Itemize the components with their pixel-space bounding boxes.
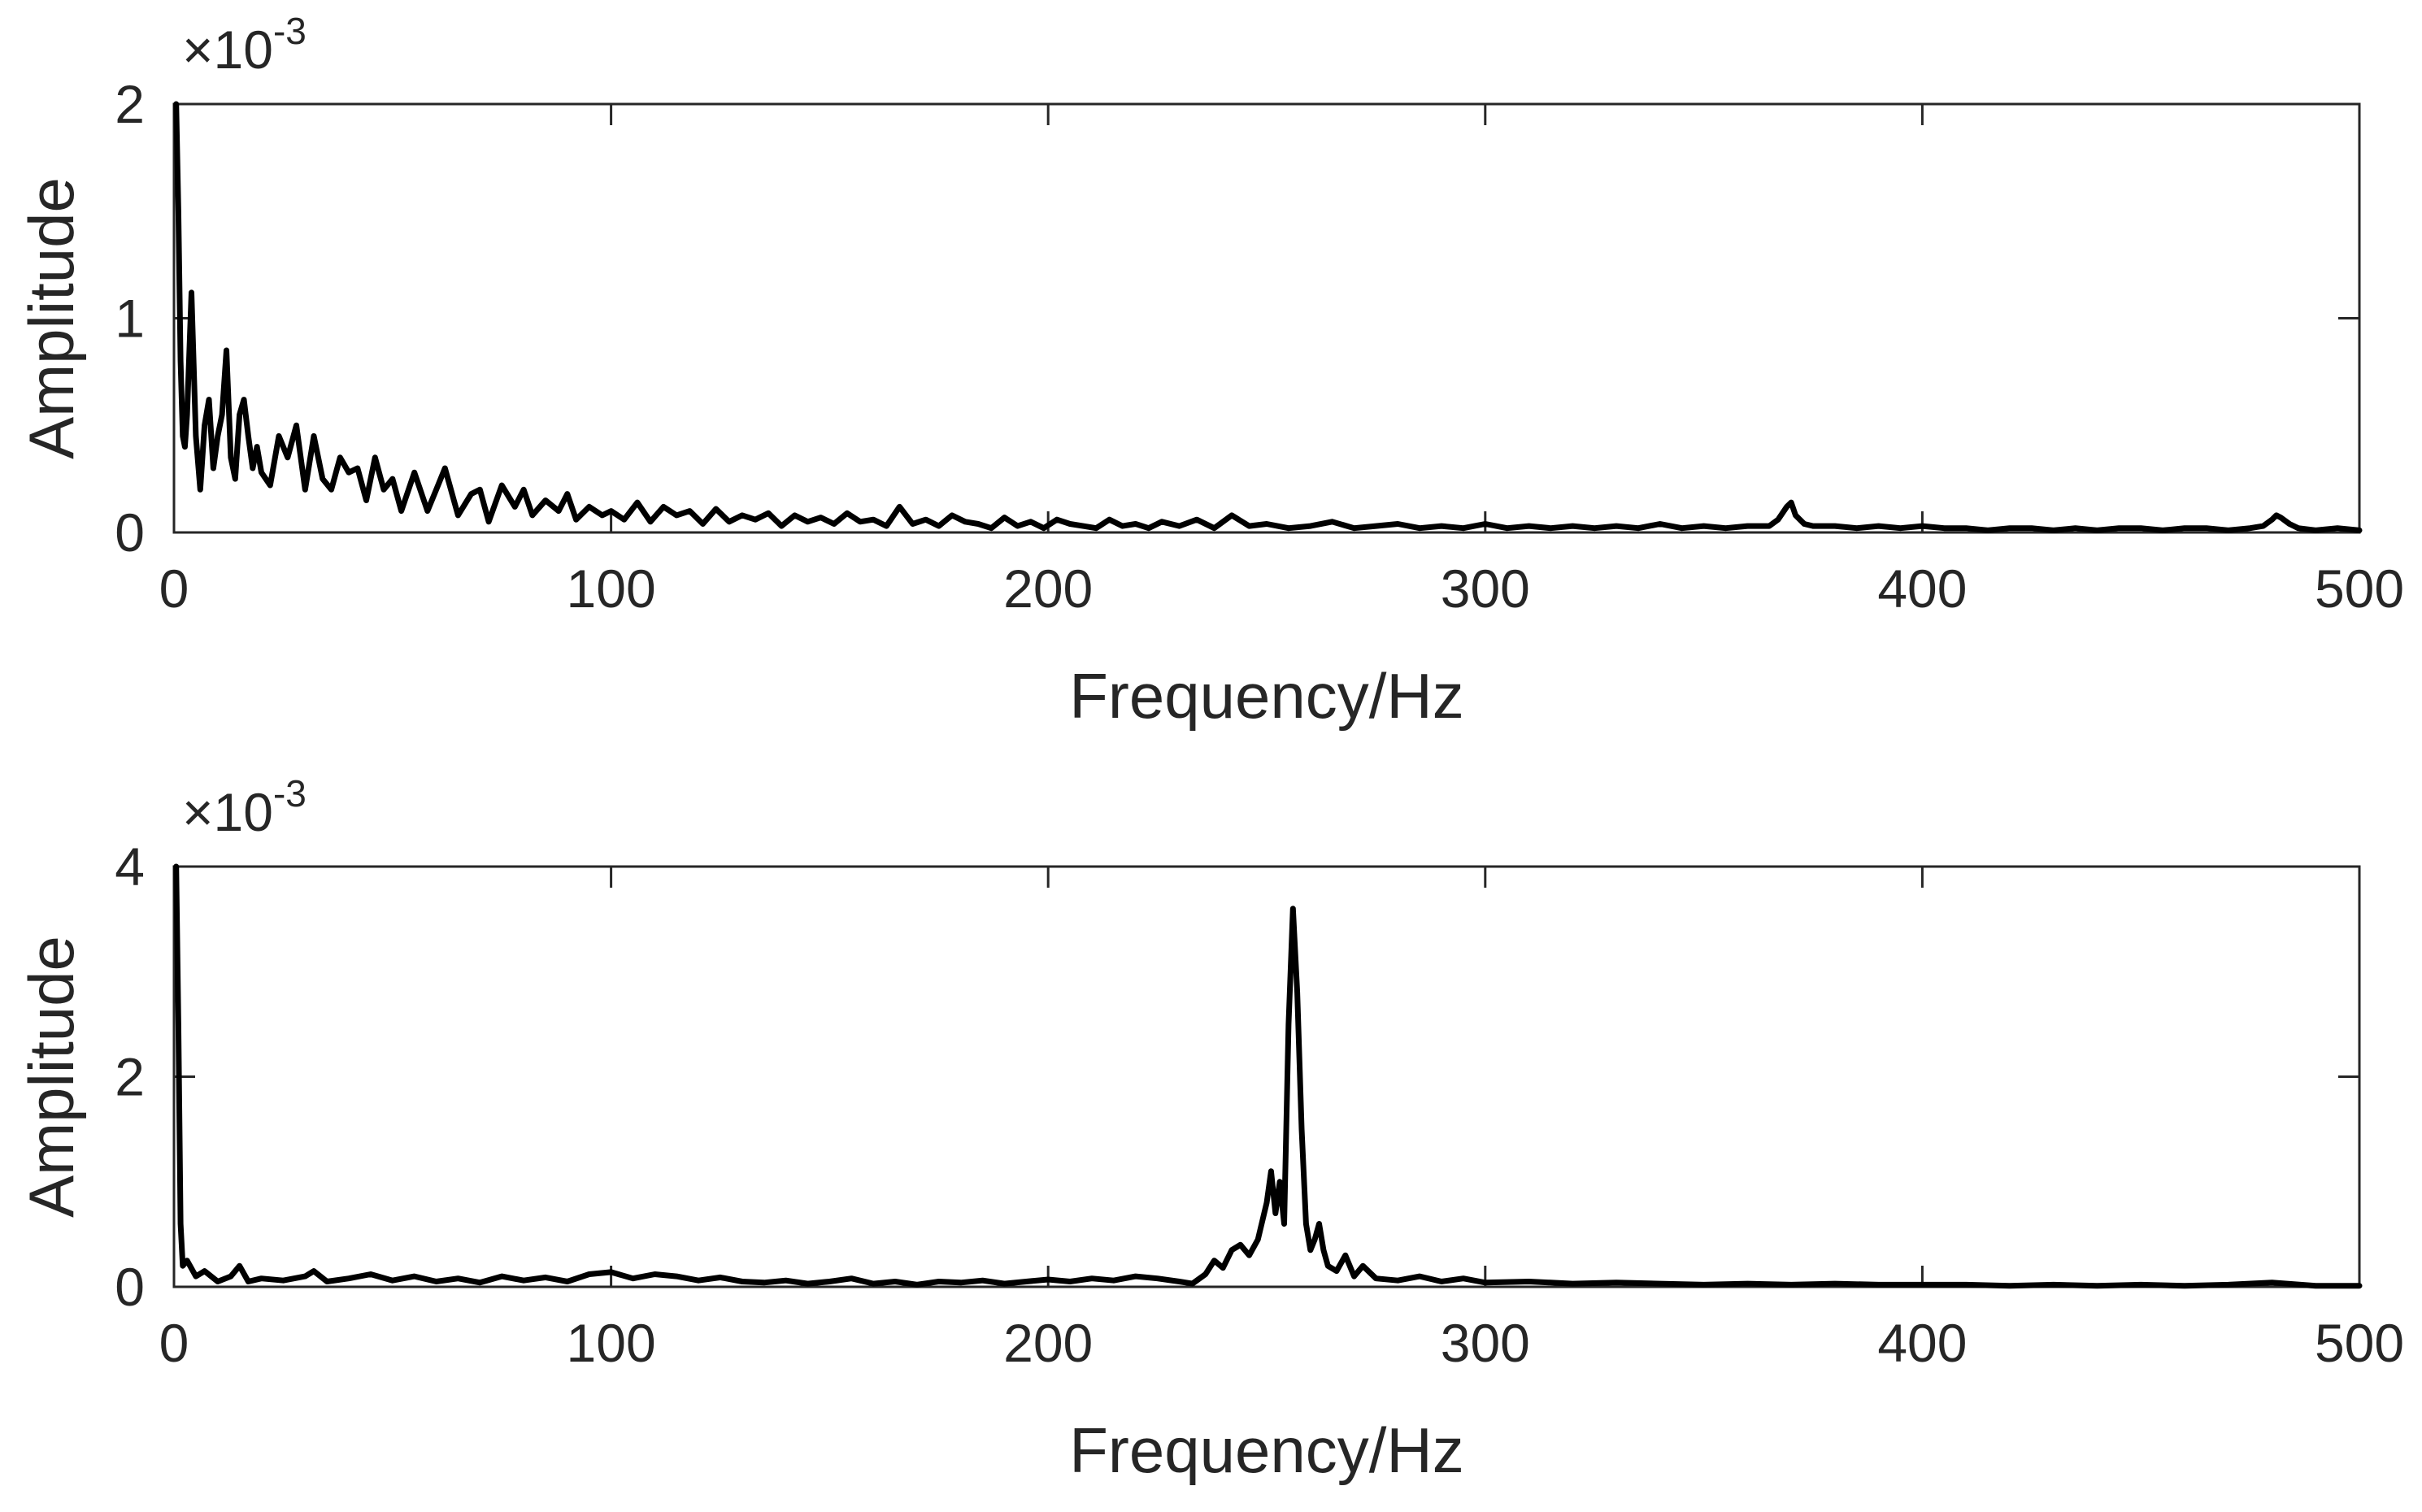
bottom-spectrum-panel: 0 100 200 300 400 500 0 2 4 ×10-3 Frequency/Hz Ampl… (15, 772, 2404, 1486)
x-tick-label: 200 (1003, 1313, 1093, 1373)
y-tick-label: 0 (115, 1257, 145, 1317)
y-axis-label: Amplitude (15, 936, 87, 1218)
y-tick-label: 2 (115, 74, 145, 134)
x-tick-label: 300 (1441, 1313, 1530, 1373)
x-tick-label: 500 (2315, 1313, 2404, 1373)
x-tick-label: 100 (567, 558, 656, 619)
x-axis-label: Frequency/Hz (1069, 660, 1464, 732)
y-exponent-label: ×10-3 (182, 10, 307, 80)
y-exponent-power: -3 (273, 10, 307, 52)
x-tick-label: 500 (2315, 558, 2404, 619)
y-tick-label: 1 (115, 289, 145, 349)
y-axis-label: Amplitude (15, 177, 87, 459)
x-axis-label: Frequency/Hz (1069, 1414, 1464, 1486)
x-tick-label: 400 (1877, 558, 1967, 619)
x-tick-label: 0 (159, 1313, 189, 1373)
y-tick-label: 2 (115, 1047, 145, 1107)
plot-frame (172, 865, 2361, 1288)
x-tick-label: 0 (159, 558, 189, 619)
x-tick-label: 200 (1003, 558, 1093, 619)
x-tick-label: 100 (567, 1313, 656, 1373)
y-tick-label: 0 (115, 502, 145, 563)
x-tick-label: 400 (1877, 1313, 1967, 1373)
spectrum-series-line (173, 863, 2363, 1289)
top-spectrum-panel: 0 100 200 300 400 500 0 1 2 ×10-3 Frequency/Hz Ampl… (15, 10, 2404, 732)
y-exponent-label: ×10-3 (182, 772, 307, 842)
x-tick-label: 300 (1441, 558, 1530, 619)
plot-frame (172, 102, 2361, 534)
spectrum-series-line (173, 101, 2363, 533)
y-exponent-power: -3 (273, 772, 307, 815)
y-exponent-base: ×10 (182, 20, 273, 80)
y-tick-label: 4 (115, 836, 145, 897)
y-exponent-base: ×10 (182, 782, 273, 842)
